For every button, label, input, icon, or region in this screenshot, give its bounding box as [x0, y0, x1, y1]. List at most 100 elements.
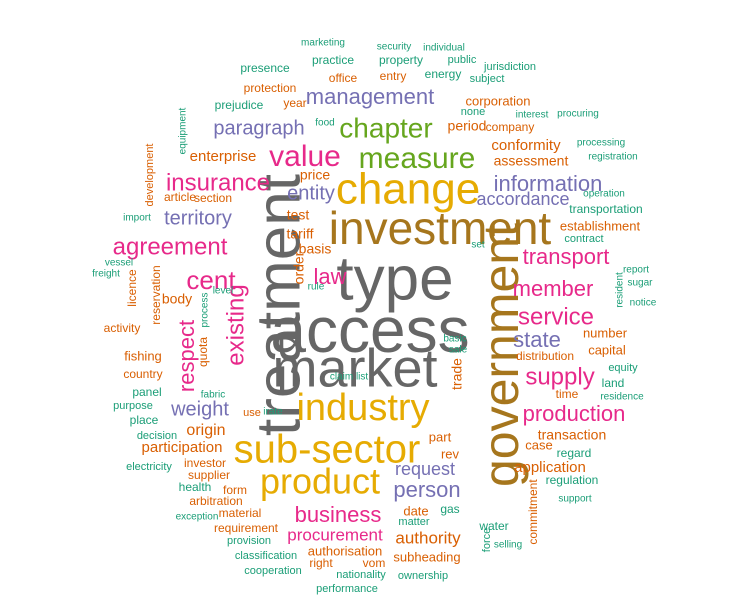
word-subheading: subheading	[393, 549, 460, 564]
word-change: change	[336, 165, 480, 214]
word-distribution: distribution	[516, 349, 574, 363]
word-subject: subject	[470, 73, 505, 85]
word-access: access	[270, 294, 469, 366]
word-cent: cent	[186, 265, 236, 295]
word-investment: investment	[329, 202, 552, 254]
word-use: use	[243, 407, 261, 419]
word-order: order	[291, 251, 307, 284]
word-transport: transport	[523, 244, 610, 269]
word-support: support	[558, 494, 592, 505]
word-marketing: marketing	[301, 38, 345, 49]
word-land: land	[602, 376, 625, 390]
word-procurement: procurement	[287, 525, 383, 544]
word-existing: existing	[222, 284, 249, 365]
word-matter: matter	[398, 516, 430, 528]
word-registration: registration	[588, 152, 637, 163]
word-service: service	[518, 303, 594, 330]
word-investor: investor	[184, 456, 226, 470]
word-management: management	[306, 84, 434, 109]
word-member: member	[513, 276, 594, 301]
word-energy: energy	[425, 67, 462, 81]
word-basis: basis	[299, 241, 332, 257]
word-year: year	[283, 96, 306, 110]
word-none: none	[461, 106, 485, 118]
word-fabric: fabric	[201, 390, 225, 401]
word-information: information	[494, 171, 603, 196]
word-country: country	[123, 367, 162, 381]
word-treatment: treatment	[244, 174, 313, 436]
word-jurisdiction: jurisdiction	[483, 61, 536, 73]
word-vessel: vessel	[105, 258, 133, 269]
word-request: request	[395, 459, 455, 479]
word-transportation: transportation	[569, 202, 642, 216]
word-form: form	[223, 483, 247, 497]
word-process: process	[200, 292, 211, 327]
word-authorisation: authorisation	[308, 543, 382, 558]
word-import: import	[123, 213, 151, 224]
word-interest: interest	[516, 110, 549, 121]
word-report: report	[623, 265, 649, 276]
word-transaction: transaction	[538, 427, 606, 443]
word-period: period	[448, 118, 487, 134]
word-force: force	[481, 528, 493, 552]
word-participation: participation	[142, 439, 223, 456]
word-contract: contract	[564, 233, 603, 245]
word-electricity: electricity	[126, 461, 172, 473]
word-section: section	[194, 191, 232, 205]
word-residence: residence	[600, 392, 644, 403]
word-commitment: commitment	[526, 479, 540, 545]
word-quota: quota	[196, 337, 210, 367]
word-establishment: establishment	[560, 218, 641, 233]
word-supplier: supplier	[188, 468, 230, 482]
word-processing: processing	[577, 138, 625, 149]
word-company: company	[486, 120, 535, 134]
word-application: application	[514, 459, 586, 476]
word-material: material	[219, 506, 262, 520]
word-requirement: requirement	[214, 521, 279, 535]
word-industry: industry	[296, 387, 429, 429]
word-insurance: insurance	[166, 169, 270, 196]
word-product: product	[260, 461, 380, 502]
word-sale: sale	[449, 345, 468, 356]
word-resident: resident	[615, 272, 626, 308]
word-government: government	[473, 223, 529, 487]
word-accordance: accordance	[476, 189, 569, 209]
word-origin: origin	[186, 422, 225, 439]
word-number: number	[583, 325, 628, 340]
word-licence: licence	[125, 269, 139, 307]
word-weight: weight	[170, 398, 229, 420]
word-equity: equity	[608, 362, 638, 374]
word-case: case	[525, 437, 552, 452]
word-provision: provision	[227, 535, 271, 547]
word-equipment: equipment	[178, 107, 189, 154]
word-right: right	[309, 556, 333, 570]
word-presence: presence	[240, 61, 290, 75]
word-procuring: procuring	[557, 109, 599, 120]
word-protection: protection	[244, 81, 297, 95]
word-gas: gas	[440, 502, 459, 516]
word-water: water	[478, 519, 508, 533]
word-prejudice: prejudice	[215, 98, 264, 112]
word-health: health	[179, 480, 212, 494]
word-value: value	[269, 140, 341, 173]
word-sub-sector: sub-sector	[234, 428, 421, 472]
word-supply: supply	[525, 363, 594, 390]
word-entry: entry	[380, 69, 407, 83]
word-performance: performance	[316, 583, 378, 595]
word-entity: entity	[287, 182, 335, 204]
word-chapter: chapter	[339, 112, 432, 143]
word-trade: trade	[449, 358, 465, 390]
word-part: part	[429, 429, 452, 444]
word-basic: basic	[443, 334, 466, 345]
word-agreement: agreement	[113, 233, 228, 260]
word-regard: regard	[557, 446, 592, 460]
word-level: level	[213, 286, 234, 297]
word-exception: exception	[176, 512, 219, 523]
word-place: place	[130, 413, 159, 427]
word-panel: panel	[132, 385, 161, 399]
word-irate: irate	[263, 407, 283, 418]
word-date: date	[403, 503, 428, 518]
word-rev: rev	[441, 446, 460, 461]
word-market: market	[272, 338, 437, 398]
word-production: production	[523, 401, 626, 426]
